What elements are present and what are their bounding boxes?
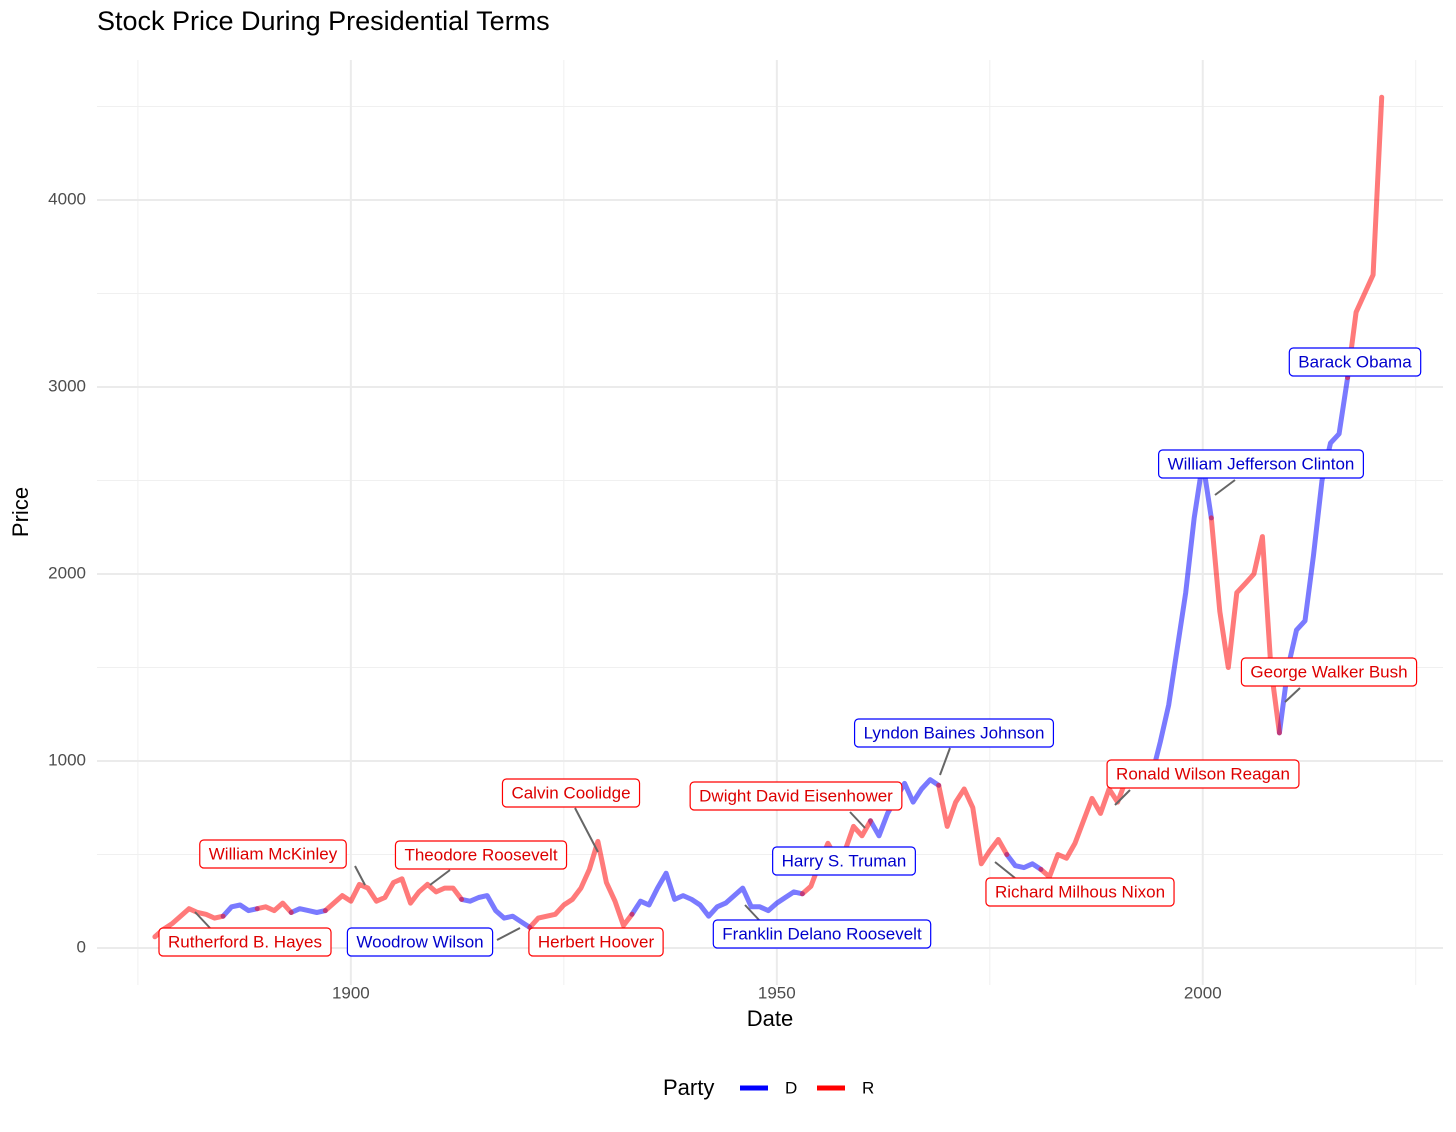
annotation-label: William McKinley (209, 844, 338, 863)
leader-line (574, 807, 599, 853)
annotation: Rutherford B. Hayes (158, 927, 332, 957)
annotation: Calvin Coolidge (501, 778, 641, 808)
annotation-label: Franklin Delano Roosevelt (722, 924, 922, 943)
chart-title: Stock Price During Presidential Terms (97, 6, 550, 36)
leader-line (744, 904, 761, 922)
annotation-label: Theodore Roosevelt (404, 845, 557, 864)
x-tick-label: 1950 (758, 983, 796, 1002)
annotation: Lyndon Baines Johnson (853, 718, 1055, 748)
annotation: Barack Obama (1288, 347, 1422, 377)
y-tick-label: 0 (77, 937, 86, 956)
leader-line (1284, 687, 1301, 703)
annotation: Richard Milhous Nixon (985, 877, 1175, 907)
leader-line (1114, 789, 1131, 806)
annotation-box (689, 781, 903, 811)
annotation-label: Dwight David Eisenhower (699, 786, 893, 805)
annotation-box (853, 718, 1055, 748)
annotation: William Jefferson Clinton (1158, 449, 1364, 479)
leader-line (194, 911, 211, 929)
leader-line (994, 861, 1016, 879)
annotation-label: Harry S. Truman (782, 851, 907, 870)
annotation-label: William Jefferson Clinton (1168, 454, 1355, 473)
annotation: Herbert Hoover (528, 927, 664, 957)
annotation-box (1158, 449, 1364, 479)
annotation-box (528, 927, 664, 957)
annotation: Ronald Wilson Reagan (1106, 759, 1300, 789)
y-tick-label: 3000 (48, 377, 86, 396)
annotation: George Walker Bush (1240, 657, 1418, 687)
price-line (220, 375, 1351, 930)
annotation-label: Calvin Coolidge (511, 783, 630, 802)
annotation-label: Herbert Hoover (538, 932, 655, 951)
annotation-box (199, 839, 347, 869)
annotation-label: Lyndon Baines Johnson (864, 723, 1045, 742)
y-tick-label: 1000 (48, 750, 86, 769)
annotation-box (985, 877, 1175, 907)
y-tick-label: 4000 (48, 190, 86, 209)
annotation-box (772, 846, 916, 876)
leader-line (1214, 479, 1236, 496)
leader-line (496, 927, 521, 941)
annotation-box (1106, 759, 1300, 789)
annotation-label: Barack Obama (1298, 352, 1412, 371)
annotation: William McKinley (199, 839, 347, 869)
x-tick-label: 2000 (1184, 983, 1222, 1002)
annotation-box (394, 840, 568, 870)
annotation-label: Rutherford B. Hayes (168, 932, 322, 951)
leader-line (354, 865, 366, 886)
legend-label: D (785, 1078, 797, 1097)
x-axis-label: Date (747, 1006, 793, 1031)
annotation-label: Richard Milhous Nixon (995, 882, 1165, 901)
annotation: Theodore Roosevelt (394, 840, 568, 870)
x-tick-label: 1900 (332, 983, 370, 1002)
annotation: Dwight David Eisenhower (689, 781, 903, 811)
annotation-label: George Walker Bush (1250, 662, 1407, 681)
legend-label: R (862, 1078, 874, 1097)
legend-title: Party (663, 1075, 714, 1100)
y-tick-label: 2000 (48, 563, 86, 582)
annotation-box (346, 927, 494, 957)
annotation-label: Ronald Wilson Reagan (1116, 764, 1290, 783)
annotation: Woodrow Wilson (346, 927, 494, 957)
leader-line (849, 811, 866, 829)
annotation: Harry S. Truman (772, 846, 916, 876)
price-line (152, 94, 1385, 940)
annotation-box (1288, 347, 1422, 377)
leader-line (939, 747, 951, 776)
annotation-box (712, 919, 932, 949)
leader-line (429, 869, 451, 886)
y-axis-label: Price (8, 487, 33, 537)
annotation-label: Woodrow Wilson (356, 932, 483, 951)
annotation-box (158, 927, 332, 957)
annotation: Franklin Delano Roosevelt (712, 919, 932, 949)
annotation-box (1240, 657, 1418, 687)
annotation-box (501, 778, 641, 808)
